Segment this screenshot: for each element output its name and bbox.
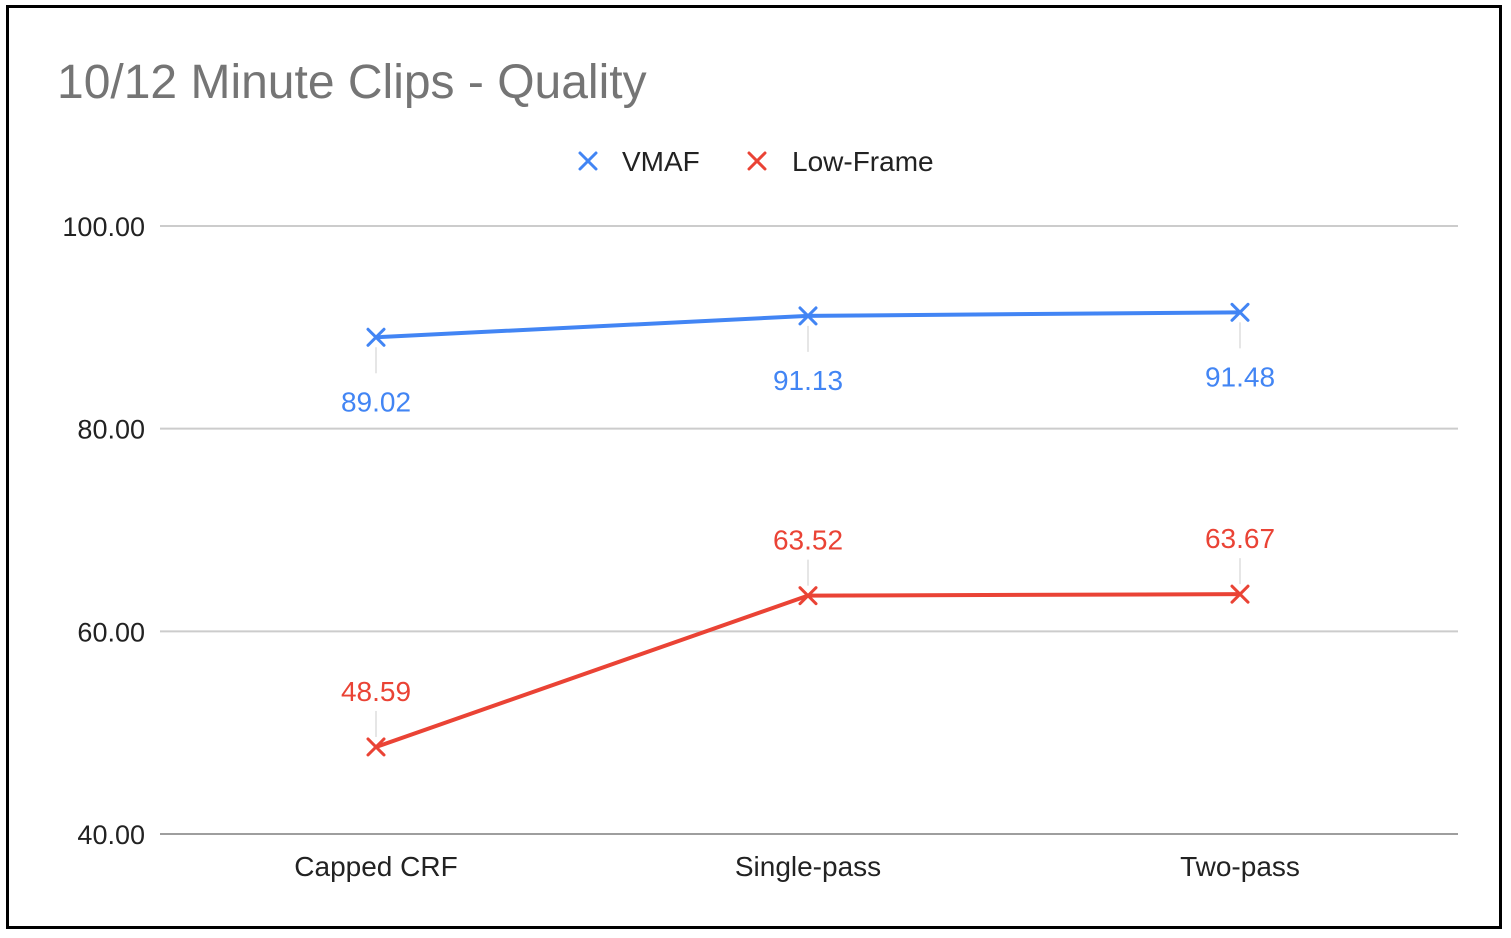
series-line-low-frame	[374, 592, 1242, 749]
data-point-marker	[798, 306, 818, 326]
data-point-marker	[366, 737, 386, 757]
legend: VMAF Low-Frame	[578, 146, 934, 177]
data-label: 89.02	[341, 386, 411, 417]
data-label: 91.13	[773, 365, 843, 396]
legend-marker-icon	[747, 151, 767, 171]
x-tick-label: Single-pass	[735, 851, 881, 882]
gridlines	[160, 225, 1458, 835]
y-tick-label: 40.00	[77, 820, 145, 850]
data-point-marker	[366, 327, 386, 347]
data-label: 48.59	[341, 676, 411, 707]
data-label: 63.52	[773, 525, 843, 556]
legend-marker-icon	[578, 151, 598, 171]
data-point-marker	[798, 586, 818, 606]
chart-title: 10/12 Minute Clips - Quality	[57, 56, 647, 109]
data-labels: 89.02 91.13 91.48 48.59 63.52 63.67	[341, 361, 1275, 707]
legend-item-vmaf: VMAF	[578, 146, 700, 177]
y-tick-label: 60.00	[77, 617, 145, 647]
legend-item-low-frame: Low-Frame	[747, 146, 934, 177]
data-label: 91.48	[1205, 361, 1275, 392]
y-axis-ticks: 100.00 80.00 60.00 40.00	[62, 212, 145, 850]
data-point-marker	[1230, 302, 1250, 322]
legend-label: Low-Frame	[792, 146, 934, 177]
x-tick-label: Two-pass	[1180, 851, 1300, 882]
y-tick-label: 100.00	[62, 212, 145, 242]
x-tick-label: Capped CRF	[294, 851, 457, 882]
data-point-marker	[1230, 584, 1250, 604]
legend-label: VMAF	[622, 146, 700, 177]
data-label: 63.67	[1205, 523, 1275, 554]
data-label-leaders	[375, 322, 1241, 737]
x-axis-ticks: Capped CRF Single-pass Two-pass	[294, 851, 1300, 882]
y-tick-label: 80.00	[77, 415, 145, 445]
series-layer	[366, 302, 1250, 757]
